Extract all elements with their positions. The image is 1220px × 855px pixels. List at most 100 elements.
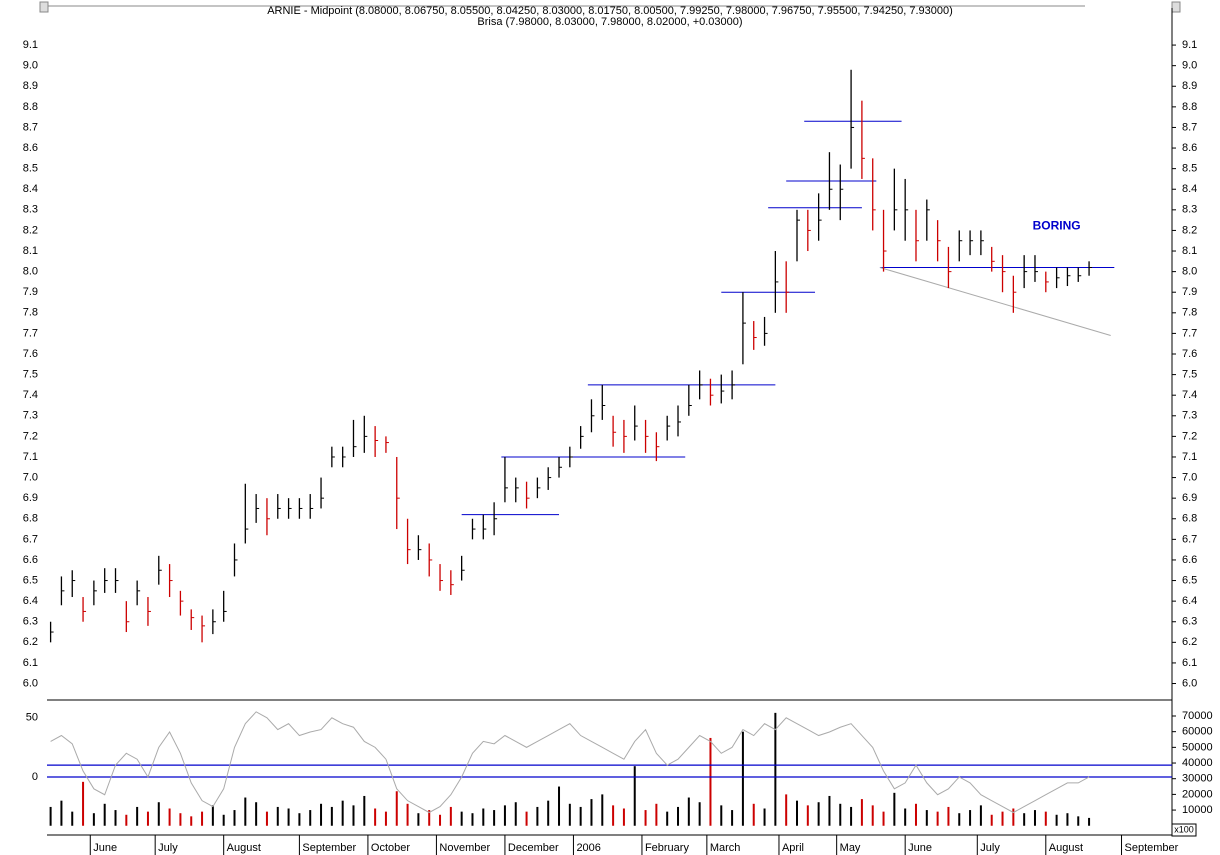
volume-bar (633, 766, 636, 826)
x-tick-label: August (1049, 842, 1083, 854)
volume-bar (179, 813, 182, 826)
volume-tick-label: 50000 (1182, 741, 1213, 753)
volume-bar (190, 816, 193, 826)
volume-bar (60, 800, 63, 826)
y-tick-label: 6.1 (1182, 657, 1197, 669)
volume-bar (482, 808, 485, 826)
y-tick-label: 9.1 (1182, 39, 1197, 51)
volume-bar (49, 806, 52, 826)
volume-bar (947, 806, 950, 826)
volume-bar (741, 731, 744, 826)
y-tick-label: 8.0 (1182, 266, 1197, 278)
y-tick-label: 6.8 (1182, 513, 1197, 525)
y-tick-label: 7.3 (23, 410, 38, 422)
volume-bar (320, 803, 323, 826)
y-tick-label: 7.9 (23, 286, 38, 298)
y-tick-label: 8.4 (1182, 183, 1197, 195)
volume-tick-label: 20000 (1182, 788, 1213, 800)
volume-bar (1001, 811, 1004, 826)
volume-bar (384, 811, 387, 826)
unit-label: x100 (1174, 824, 1194, 834)
y-tick-label: 7.4 (1182, 389, 1197, 401)
volume-bar (720, 805, 723, 826)
volume-bar (146, 811, 149, 826)
x-tick-label: November (439, 842, 490, 854)
volume-tick-label: 70000 (1182, 710, 1213, 722)
volume-bar (330, 806, 333, 826)
volume-tick-label: 60000 (1182, 726, 1213, 738)
volume-bar (449, 806, 452, 826)
volume-bar (806, 805, 809, 826)
volume-bar (92, 813, 95, 826)
volume-bar (590, 799, 593, 826)
y-tick-label: 6.8 (23, 513, 38, 525)
y-tick-label: 6.6 (1182, 554, 1197, 566)
y-tick-label: 8.6 (23, 142, 38, 154)
volume-bar (352, 805, 355, 826)
volume-bar (817, 802, 820, 826)
x-tick-label: June (93, 842, 117, 854)
volume-bar (211, 805, 214, 826)
volume-bar (460, 811, 463, 826)
x-tick-label: June (908, 842, 932, 854)
y-tick-label: 8.8 (23, 101, 38, 113)
volume-bar (103, 803, 106, 826)
volume-bar (904, 808, 907, 826)
volume-bar (622, 808, 625, 826)
volume-bar (82, 781, 85, 826)
volume-bar (936, 811, 939, 826)
volume-bar (687, 797, 690, 826)
volume-bar (893, 792, 896, 826)
volume-bar (969, 810, 972, 826)
volume-bar (958, 813, 961, 826)
volume-bar (763, 808, 766, 826)
y-tick-label: 6.6 (23, 554, 38, 566)
volume-bar (1088, 817, 1091, 826)
volume-bar (233, 810, 236, 826)
volume-bar (850, 806, 853, 826)
y-tick-label: 7.4 (23, 389, 38, 401)
volume-bar (871, 805, 874, 826)
volume-bar (1077, 816, 1080, 826)
volume-tick-label: 40000 (1182, 757, 1213, 769)
volume-bar (1023, 813, 1026, 826)
scroll-button[interactable] (1171, 1, 1181, 13)
y-tick-label: 9.0 (23, 60, 38, 72)
volume-bar (774, 712, 777, 826)
y-tick-label: 7.3 (1182, 410, 1197, 422)
y-tick-label: 8.1 (1182, 245, 1197, 257)
volume-bar (860, 799, 863, 826)
volume-bar (298, 813, 301, 826)
y-tick-label: 8.8 (1182, 101, 1197, 113)
volume-bar (731, 810, 734, 826)
volume-bar (244, 797, 247, 826)
y-tick-label: 7.2 (1182, 430, 1197, 442)
volume-bar (503, 805, 506, 826)
y-tick-label: 8.5 (1182, 163, 1197, 175)
y-tick-label: 6.3 (1182, 616, 1197, 628)
x-tick-label: May (840, 842, 861, 854)
y-tick-label: 6.2 (1182, 636, 1197, 648)
y-tick-label: 7.5 (23, 369, 38, 381)
y-tick-label: 8.3 (23, 204, 38, 216)
y-tick-label: 7.8 (1182, 307, 1197, 319)
y-tick-label: 7.7 (1182, 327, 1197, 339)
y-tick-label: 8.6 (1182, 142, 1197, 154)
y-tick-label: 8.9 (1182, 80, 1197, 92)
volume-bar (341, 800, 344, 826)
chart-subtitle: Brisa (7.98000, 8.03000, 7.98000, 8.0200… (477, 16, 742, 28)
y-tick-label: 8.4 (23, 183, 38, 195)
volume-bar (525, 811, 528, 826)
volume-bar (785, 794, 788, 826)
volume-bar (222, 814, 225, 826)
volume-bar (655, 803, 658, 826)
volume-bar (125, 814, 128, 826)
volume-bar (114, 810, 117, 826)
scroll-button[interactable] (39, 1, 49, 13)
volume-bar (157, 802, 160, 826)
volume-bar (709, 737, 712, 826)
volume-bar (417, 813, 420, 826)
volume-bar (514, 802, 517, 826)
